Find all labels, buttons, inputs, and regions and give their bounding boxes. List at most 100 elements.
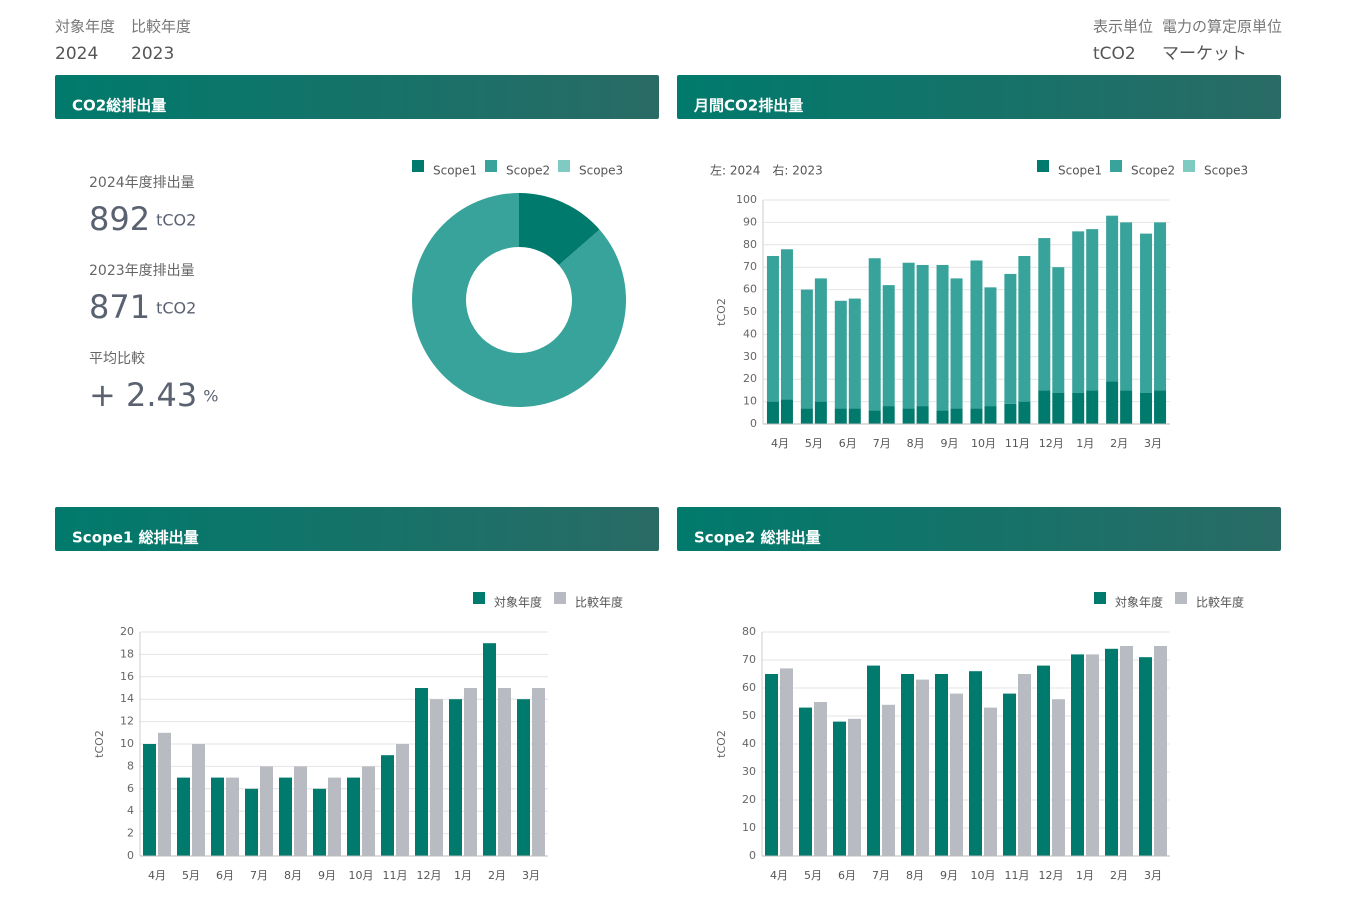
bar-segment xyxy=(868,410,881,424)
y-tick-label: 4 xyxy=(127,804,134,817)
x-tick-label: 11月 xyxy=(1005,437,1030,450)
bar-segment xyxy=(970,260,983,409)
bar xyxy=(1086,654,1099,856)
bar-segment xyxy=(1086,229,1099,391)
y-tick-label: 16 xyxy=(120,670,134,683)
field-value: マーケット xyxy=(1162,44,1247,64)
stat-value: 871 xyxy=(89,288,150,326)
bar-segment xyxy=(936,264,949,411)
field-value: tCO2 xyxy=(1093,44,1136,64)
x-tick-label: 9月 xyxy=(941,437,959,450)
legend-label: Scope3 xyxy=(579,164,623,178)
bar-segment xyxy=(916,406,929,424)
legend-swatch xyxy=(1183,160,1195,172)
bar xyxy=(430,699,443,856)
y-tick-label: 30 xyxy=(742,765,756,778)
bar xyxy=(396,744,409,856)
y-tick-label: 70 xyxy=(743,260,757,273)
bar-segment xyxy=(1140,233,1153,393)
x-tick-label: 9月 xyxy=(940,869,958,882)
x-tick-label: 1月 xyxy=(1076,437,1094,450)
legend-label: Scope1 xyxy=(1058,164,1102,178)
bar-segment xyxy=(1120,222,1133,391)
bar-segment xyxy=(1072,231,1085,393)
bar xyxy=(415,688,428,856)
stat-unit: % xyxy=(203,387,218,406)
y-tick-label: 50 xyxy=(742,709,756,722)
panel-header xyxy=(677,75,1281,119)
bar xyxy=(532,688,545,856)
legend-swatch xyxy=(473,592,485,604)
bar xyxy=(1071,654,1084,856)
bar xyxy=(158,732,171,856)
bar-segment xyxy=(984,287,997,407)
x-tick-label: 5月 xyxy=(182,869,200,882)
legend-swatch xyxy=(1175,592,1187,604)
bar-segment xyxy=(950,408,963,424)
x-tick-label: 5月 xyxy=(805,437,823,450)
y-tick-label: 20 xyxy=(120,625,134,638)
x-tick-label: 10月 xyxy=(971,437,996,450)
x-tick-label: 6月 xyxy=(216,869,234,882)
bar xyxy=(969,671,982,856)
x-tick-label: 8月 xyxy=(284,869,302,882)
y-tick-label: 8 xyxy=(127,759,134,772)
bar-segment xyxy=(1038,238,1051,391)
bar xyxy=(950,693,963,856)
x-tick-label: 7月 xyxy=(250,869,268,882)
panel-title: CO2総排出量 xyxy=(72,97,166,115)
bar-segment xyxy=(780,249,793,400)
bar xyxy=(245,788,258,856)
bar xyxy=(901,674,914,856)
stat-unit: tCO2 xyxy=(156,211,196,230)
bar xyxy=(833,721,846,856)
x-tick-label: 3月 xyxy=(1144,869,1162,882)
y-tick-label: 18 xyxy=(120,647,134,660)
bar-segment xyxy=(848,408,861,424)
x-tick-label: 12月 xyxy=(1039,437,1064,450)
bar xyxy=(449,699,462,856)
y-tick-label: 70 xyxy=(742,653,756,666)
panel-title: Scope1 総排出量 xyxy=(72,529,199,547)
bar xyxy=(313,788,326,856)
x-tick-label: 2月 xyxy=(488,869,506,882)
x-tick-label: 11月 xyxy=(1005,869,1030,882)
donut-slice xyxy=(519,193,600,266)
bar-segment xyxy=(780,399,793,424)
bar xyxy=(1037,665,1050,856)
field-value: 2023 xyxy=(131,44,174,64)
x-tick-label: 12月 xyxy=(417,869,442,882)
x-tick-label: 4月 xyxy=(770,869,788,882)
bar-segment xyxy=(1086,390,1099,424)
bar-segment xyxy=(882,285,895,407)
panel-header xyxy=(677,507,1281,551)
bar xyxy=(1120,646,1133,856)
bar xyxy=(143,744,156,856)
bar-segment xyxy=(984,406,997,424)
y-tick-label: 80 xyxy=(742,625,756,638)
y-tick-label: 0 xyxy=(127,849,134,862)
bar xyxy=(192,744,205,856)
x-tick-label: 11月 xyxy=(383,869,408,882)
bar xyxy=(765,674,778,856)
x-tick-label: 3月 xyxy=(522,869,540,882)
legend-label: Scope2 xyxy=(1131,164,1175,178)
bar xyxy=(498,688,511,856)
legend-swatch xyxy=(1037,160,1049,172)
bar-segment xyxy=(800,289,813,409)
bar xyxy=(780,668,793,856)
y-tick-label: 0 xyxy=(749,849,756,862)
panel-header xyxy=(55,75,659,119)
bar-segment xyxy=(1120,390,1133,424)
chart-note: 左: 2024 右: 2023 xyxy=(710,163,823,178)
bar-segment xyxy=(1038,390,1051,424)
x-tick-label: 6月 xyxy=(839,437,857,450)
bar xyxy=(279,777,292,856)
bar xyxy=(1018,674,1031,856)
y-tick-label: 60 xyxy=(742,681,756,694)
bar-segment xyxy=(1154,390,1167,424)
bar-segment xyxy=(814,278,827,402)
legend-swatch xyxy=(554,592,566,604)
bar-segment xyxy=(1072,392,1085,424)
bar-segment xyxy=(814,401,827,424)
